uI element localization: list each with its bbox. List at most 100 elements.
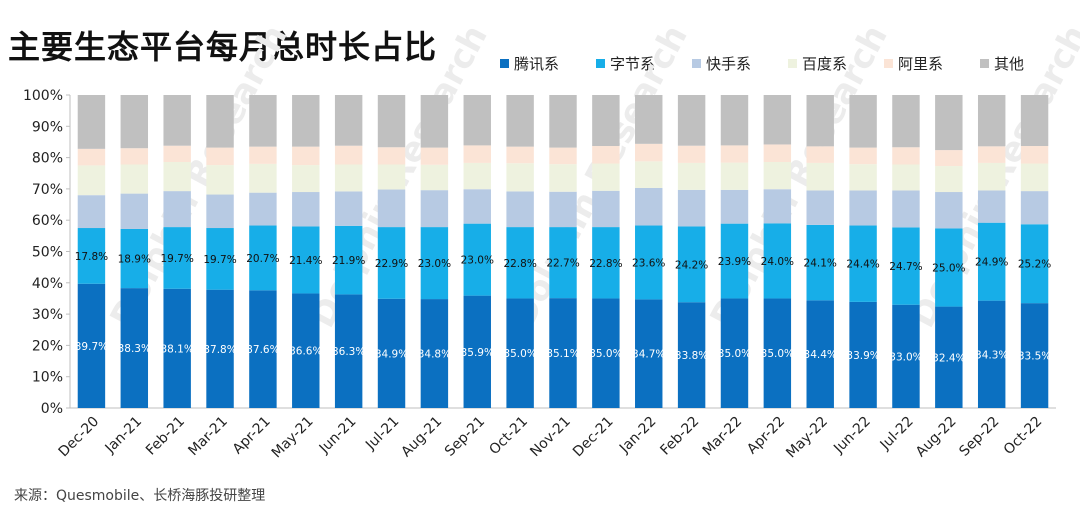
data-label-bytedance: 19.7% <box>203 254 236 266</box>
x-tick-label: Jun-22 <box>830 414 874 458</box>
bar-segment-kuaishou <box>849 190 877 226</box>
bar-segment-kuaishou <box>635 187 663 226</box>
bar-segment-kuaishou <box>935 192 963 229</box>
bar-segment-bytedance <box>849 225 877 302</box>
bar-segment-baidu <box>506 163 534 192</box>
source-note: 来源：Quesmobile、长桥海豚投研整理 <box>14 488 266 504</box>
legend-item-bytedance: 字节系 <box>596 53 692 74</box>
data-label-bytedance: 24.7% <box>889 261 922 273</box>
y-tick-label: 70% <box>32 182 63 198</box>
bar-segment-baidu <box>677 162 706 190</box>
data-label-bytedance: 24.2% <box>675 259 708 271</box>
legend-label: 腾讯系 <box>514 55 560 73</box>
bar-segment-kuaishou <box>249 192 277 226</box>
bar-segment-bytedance <box>506 227 534 299</box>
data-label-bytedance: 23.6% <box>632 257 665 269</box>
bar-segment-others <box>806 95 834 147</box>
bar-segment-tencent <box>635 299 663 408</box>
bar-segment-kuaishou <box>120 193 149 229</box>
bar-segment-alibaba <box>334 145 363 165</box>
bar-segment-others <box>935 95 963 151</box>
x-tick-label: Jul-22 <box>877 414 917 454</box>
bar-segment-bytedance <box>420 227 449 300</box>
bar-segment-kuaishou <box>977 190 1006 223</box>
data-label-tencent: 34.9% <box>375 348 408 360</box>
x-tick-label: Oct-22 <box>1001 414 1046 459</box>
data-label-tencent: 33.9% <box>846 350 879 362</box>
y-tick-label: 10% <box>32 370 63 386</box>
bar-segment-baidu <box>763 161 792 190</box>
data-label-tencent: 37.6% <box>246 344 279 356</box>
data-label-bytedance: 23.0% <box>418 258 451 270</box>
data-label-tencent: 36.6% <box>289 346 322 358</box>
bar-segment-tencent <box>163 288 191 408</box>
data-label-bytedance: 22.8% <box>503 258 536 270</box>
bar-segment-tencent <box>249 290 277 408</box>
bar-segment-bytedance <box>806 224 834 301</box>
bar-segment-kuaishou <box>334 191 363 226</box>
data-label-tencent: 35.0% <box>503 348 536 360</box>
legend-item-others: 其他 <box>980 53 1076 74</box>
bar-segment-others <box>463 95 491 146</box>
bar-segment-others <box>677 95 706 146</box>
bar-segment-kuaishou <box>763 189 792 224</box>
data-label-tencent: 32.4% <box>932 352 965 364</box>
bar-segment-alibaba <box>549 147 577 165</box>
data-label-tencent: 38.1% <box>160 343 193 355</box>
legend-swatch-baidu <box>788 59 797 68</box>
data-label-bytedance: 21.4% <box>289 255 322 267</box>
legend-swatch-tencent <box>500 59 509 68</box>
x-tick-label: Nov-21 <box>527 414 574 461</box>
bar-segment-baidu <box>292 165 320 193</box>
bar-segment-others <box>334 95 363 146</box>
bar-segment-bytedance <box>977 222 1006 301</box>
bar-segment-baidu <box>635 161 663 188</box>
bar-segment-kuaishou <box>1020 191 1049 225</box>
bar-segment-tencent <box>849 301 877 408</box>
bar-segment-baidu <box>377 164 406 190</box>
y-tick-label: 100% <box>23 88 63 104</box>
bar-segment-alibaba <box>592 146 620 164</box>
bar-segment-alibaba <box>463 145 491 163</box>
x-tick-label: Feb-21 <box>143 414 188 459</box>
legend-swatch-kuaishou <box>692 59 701 68</box>
bar-segment-kuaishou <box>420 190 449 228</box>
bar-segment-baidu <box>249 163 277 193</box>
x-tick-label: Feb-22 <box>657 414 702 459</box>
bar-segment-alibaba <box>163 145 191 162</box>
bar-segment-alibaba <box>120 148 149 165</box>
bar-segment-alibaba <box>635 143 663 162</box>
bar-segment-kuaishou <box>592 190 620 228</box>
bar-segment-bytedance <box>935 228 963 307</box>
bar-segment-kuaishou <box>720 189 749 224</box>
bar-segment-baidu <box>849 164 877 191</box>
bar-segment-kuaishou <box>463 189 491 224</box>
bar-segment-bytedance <box>892 227 920 305</box>
bar-segment-others <box>592 95 620 147</box>
legend-label: 百度系 <box>802 55 848 73</box>
bar-segment-bytedance <box>635 225 663 300</box>
bar-segment-bytedance <box>120 228 149 289</box>
bar-segment-alibaba <box>977 146 1006 163</box>
bar-segment-alibaba <box>849 147 877 165</box>
x-tick-label: May-21 <box>269 414 317 462</box>
y-tick-label: 0% <box>41 401 63 417</box>
bar-segment-bytedance <box>463 223 491 296</box>
y-tick-label: 80% <box>32 151 63 167</box>
bar-segment-alibaba <box>77 148 106 166</box>
bar-segment-others <box>549 95 577 148</box>
bar-segment-baidu <box>163 161 191 192</box>
legend-label: 阿里系 <box>898 55 944 73</box>
bar-segment-alibaba <box>677 145 706 163</box>
bar-segment-tencent <box>892 304 920 408</box>
bar-segment-alibaba <box>806 146 834 163</box>
data-label-tencent: 33.8% <box>675 350 708 362</box>
bar-segment-tencent <box>935 306 963 408</box>
bar-segment-tencent <box>720 298 749 408</box>
bar-segment-kuaishou <box>163 191 191 228</box>
data-label-tencent: 34.4% <box>804 349 837 361</box>
bar-segment-tencent <box>334 294 363 408</box>
bar-segment-bytedance <box>720 223 749 299</box>
bar-segment-baidu <box>1020 163 1049 192</box>
bar-segment-baidu <box>977 162 1006 191</box>
